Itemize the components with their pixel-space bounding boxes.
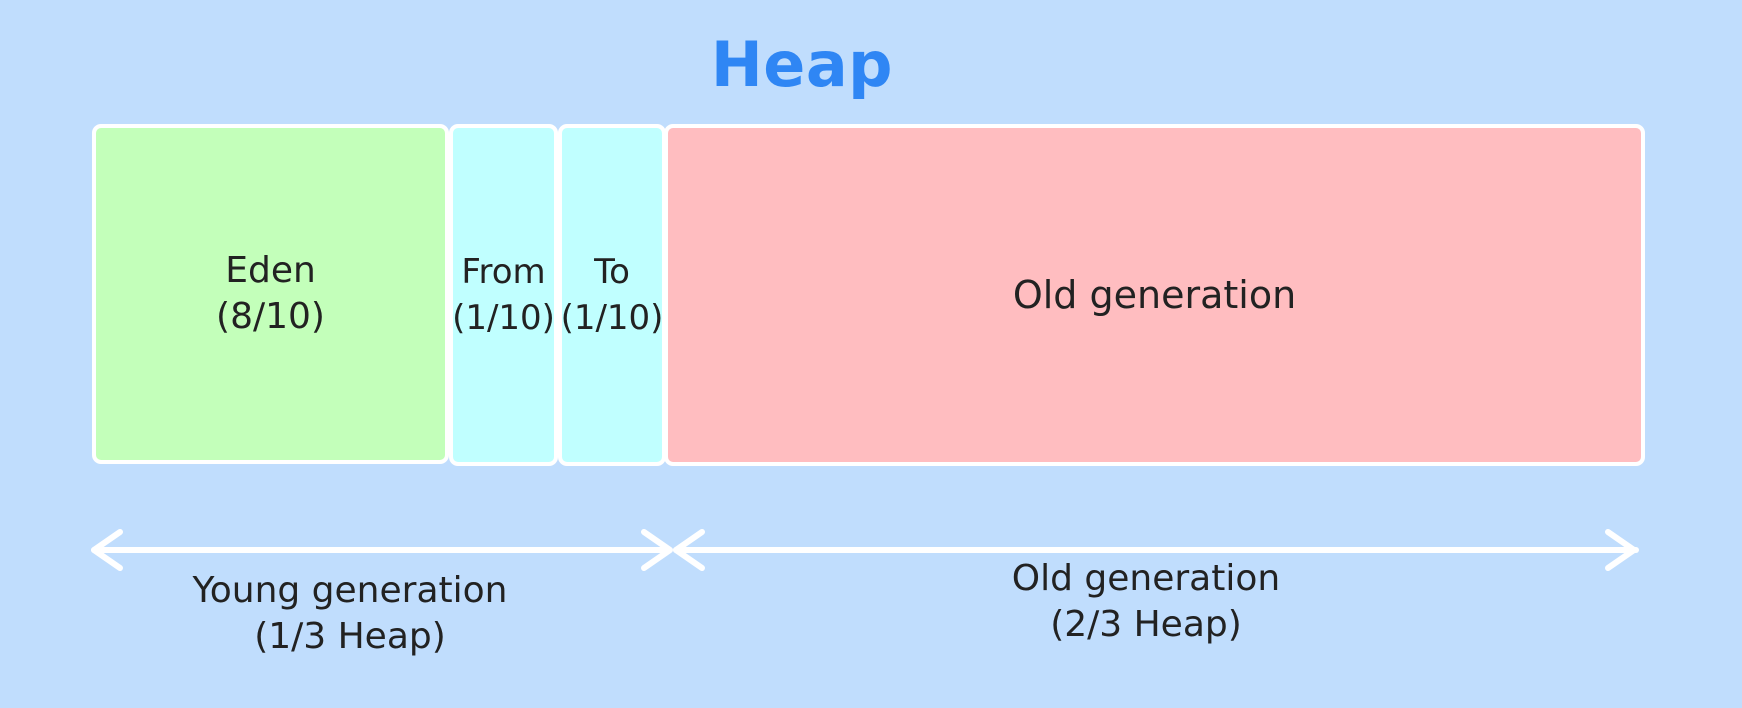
- diagram-title: Heap: [710, 28, 894, 101]
- old-generation-span-label: Old generation: [1011, 558, 1281, 599]
- to-survivor-region: To (1/10): [558, 124, 666, 466]
- young-generation-fraction: (1/3 Heap): [254, 616, 446, 657]
- old-generation-span-arrow: [673, 529, 1639, 571]
- eden-label: Eden: [225, 250, 316, 291]
- old-generation-label: Old generation: [1012, 273, 1297, 317]
- old-generation-span-fraction: (2/3 Heap): [1050, 604, 1242, 645]
- young-generation-label: Young generation: [192, 570, 508, 611]
- young-generation-caption: Young generation (1/3 Heap): [150, 568, 550, 660]
- eden-fraction: (8/10): [216, 296, 325, 337]
- eden-region: Eden (8/10): [92, 124, 449, 464]
- from-fraction: (1/10): [452, 298, 555, 338]
- old-generation-region: Old generation: [664, 124, 1645, 466]
- from-survivor-region: From (1/10): [449, 124, 558, 466]
- to-label: To: [594, 252, 630, 292]
- to-fraction: (1/10): [560, 298, 664, 338]
- old-generation-caption: Old generation (2/3 Heap): [946, 556, 1346, 648]
- from-label: From: [461, 252, 546, 292]
- young-generation-span-arrow: [91, 529, 673, 571]
